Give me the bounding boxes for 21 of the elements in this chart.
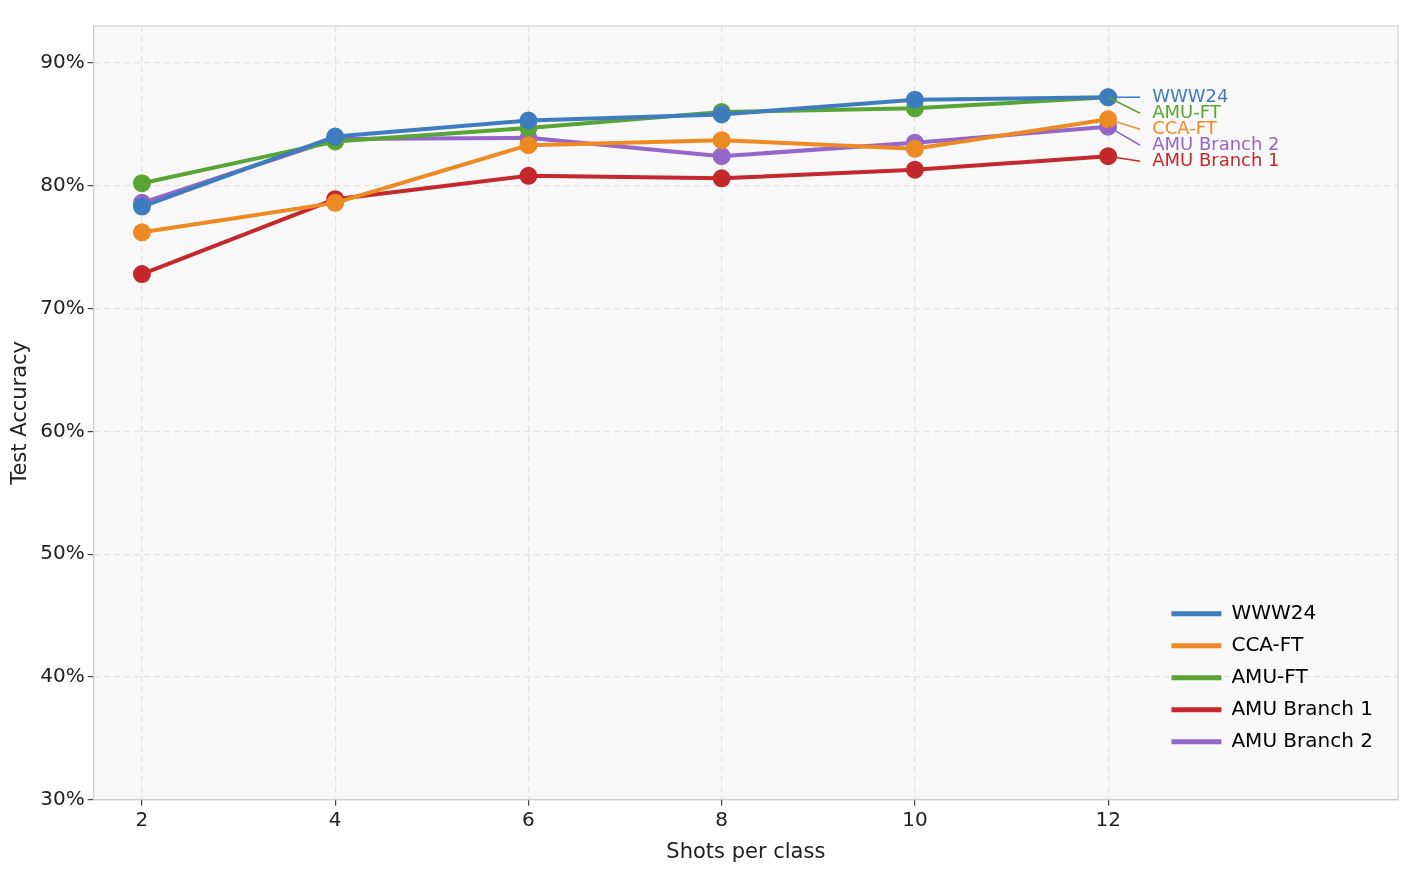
y-tick-label: 30% [40,786,85,810]
x-tick-label: 10 [902,807,928,831]
y-tick-label: 80% [40,171,85,196]
y-tick-label: 70% [40,294,85,319]
text: CCA-FT [1231,632,1304,656]
text: WWW24 [1231,600,1317,624]
x-tick-label: 2 [135,807,149,831]
x-tick-label: 8 [715,807,729,831]
x-tick-label: 4 [328,807,342,831]
x-tick-label: 12 [1095,807,1121,831]
x-axis-title: Shots per class [666,838,826,863]
y-tick-label: 50% [40,540,85,565]
legend-label: AMU Branch 2 [1231,728,1373,752]
text: AMU Branch 1 [1231,696,1373,720]
legend-label: WWW24 [1152,84,1229,106]
y-tick-label: 40% [40,663,85,688]
legend-label: AMU-FT [1231,664,1309,688]
y-tick-label: 90% [40,49,85,74]
y-tick-label: 60% [40,417,85,442]
x-tick-label: 6 [522,807,535,831]
y-axis-title: Test Accuracy [7,340,32,486]
